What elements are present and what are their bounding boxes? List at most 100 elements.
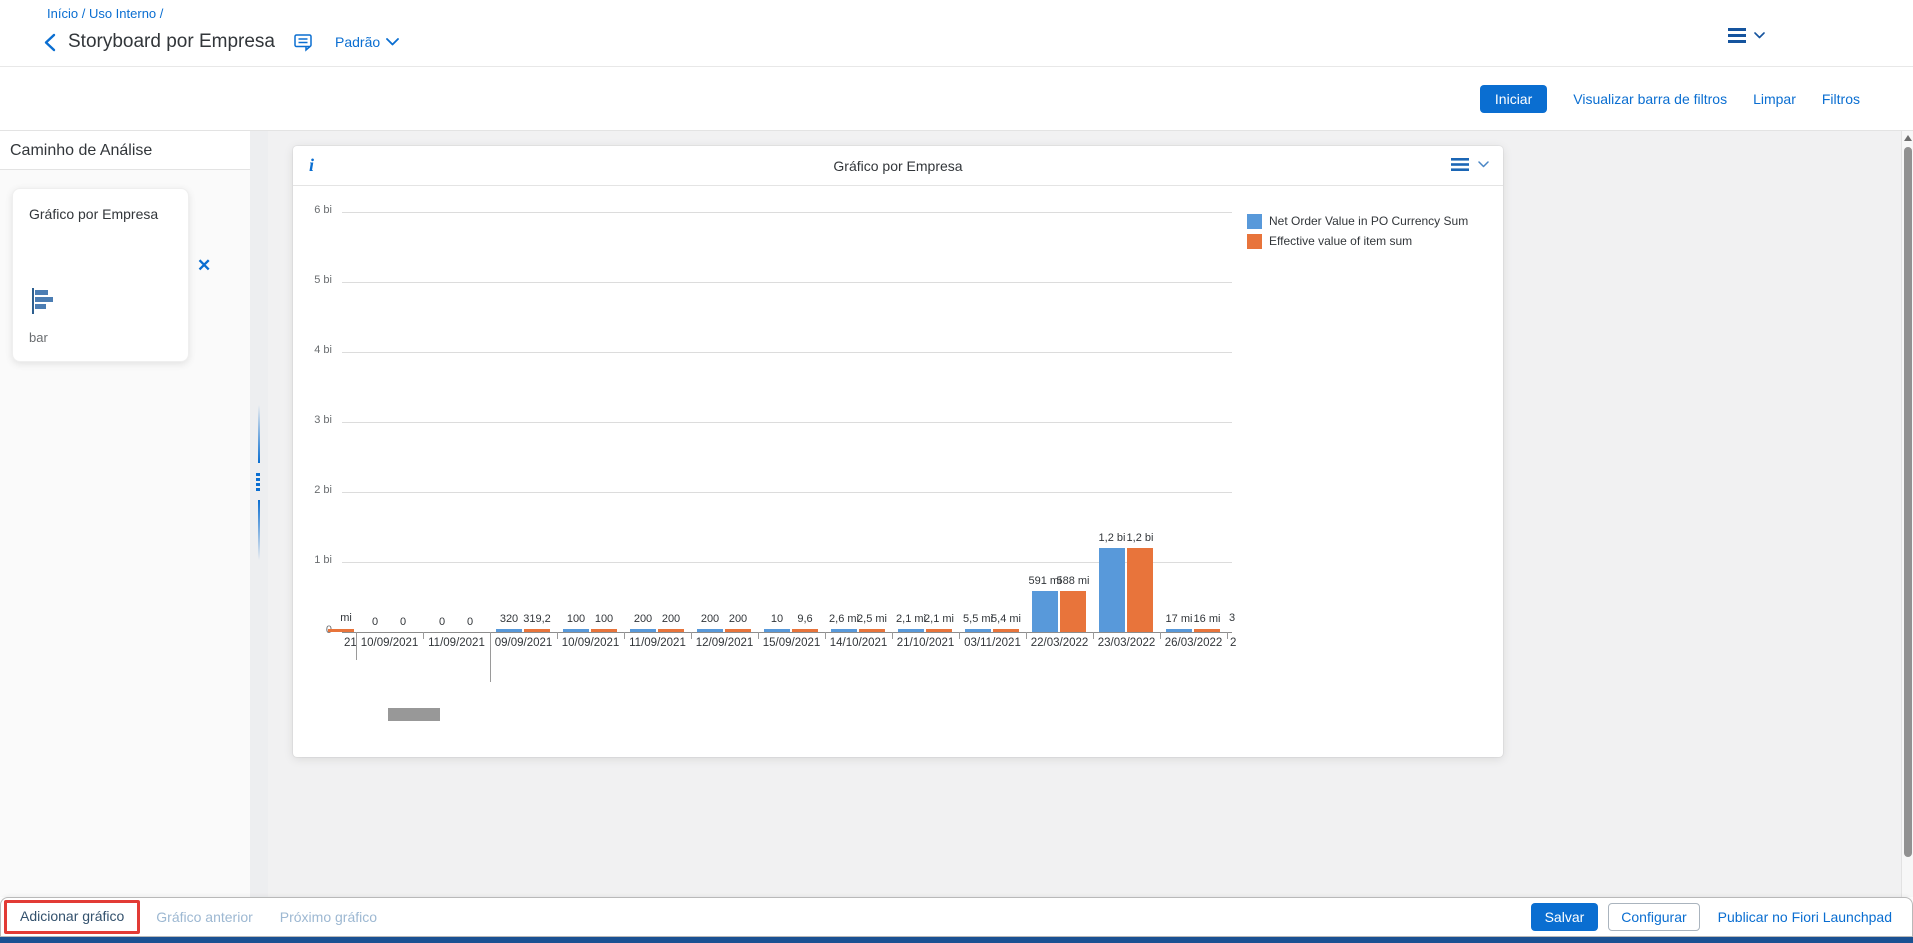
start-button[interactable]: Iniciar (1479, 84, 1548, 113)
gridline (342, 212, 1232, 213)
bar-value-label: mi (340, 612, 352, 624)
bar[interactable] (831, 628, 857, 632)
bar[interactable] (965, 628, 991, 632)
breadcrumb: Início / Uso Interno / (47, 6, 163, 21)
x-axis-tick-label: 12/09/2021 (695, 637, 754, 649)
bar-value-label: 3 (1228, 612, 1236, 624)
y-axis-tick-label: 4 bi (314, 344, 332, 356)
x-axis-tick (624, 632, 625, 639)
x-axis-tick-label: 11/09/2021 (629, 637, 686, 649)
bar[interactable] (898, 628, 924, 632)
sidebar-splitter[interactable] (250, 131, 268, 897)
show-filter-bar-link[interactable]: Visualizar barra de filtros (1573, 90, 1728, 107)
legend-item[interactable]: Effective value of item sum (1247, 234, 1468, 249)
category: 2,6 mi 2,5 mi 14/10/2021 (825, 212, 892, 650)
breadcrumb-link-section[interactable]: Uso Interno (88, 6, 157, 21)
bar[interactable] (993, 628, 1019, 632)
bar-value-label: 2,1 mi (896, 612, 926, 625)
bar[interactable] (1060, 590, 1086, 632)
chevron-left-icon (44, 33, 56, 51)
category-clipped-left: mi 21 (328, 212, 357, 649)
hamburger-icon (1451, 158, 1469, 171)
bar[interactable] (859, 628, 885, 632)
horizontal-scrollbar-thumb[interactable] (388, 708, 440, 721)
bar-value-label: 1,2 bi (1098, 532, 1126, 544)
y-axis-tick-label: 6 bi (314, 204, 332, 216)
y-axis-tick-label: 3 bi (314, 414, 332, 426)
bar-value-label: 200 (633, 612, 653, 625)
legend-item[interactable]: Net Order Value in PO Currency Sum (1247, 214, 1468, 229)
x-axis-tick (1026, 632, 1027, 639)
bar[interactable] (926, 628, 952, 632)
step-card-chart-type: bar (29, 330, 48, 345)
save-button[interactable]: Salvar (1530, 903, 1599, 931)
bar[interactable] (658, 628, 684, 632)
breadcrumb-separator-trailing: / (159, 6, 164, 21)
bar-value-label: 588 mi (1056, 574, 1090, 587)
bar-value-label: 0 (438, 616, 446, 628)
footer-right-group: Salvar Configurar Publicar no Fiori Laun… (1530, 898, 1892, 936)
bar[interactable] (792, 628, 818, 632)
x-axis-tick-label: 09/09/2021 (494, 637, 553, 649)
vertical-scrollbar-thumb[interactable] (1904, 147, 1912, 857)
previous-chart-button[interactable]: Gráfico anterior (156, 909, 253, 925)
clear-link[interactable]: Limpar (1753, 90, 1796, 107)
bar[interactable] (1166, 628, 1192, 632)
variant-selector[interactable]: Padrão (335, 34, 400, 50)
x-axis-tick-label: 21 (344, 637, 357, 649)
x-axis-line (342, 632, 1232, 633)
breadcrumb-link-home[interactable]: Início (47, 6, 79, 21)
category: 100 100 10/09/2021 (557, 212, 624, 650)
bar-value-label: 17 mi (1165, 612, 1193, 625)
x-axis-group-separator (490, 632, 491, 682)
bar[interactable] (563, 628, 589, 632)
remove-step-icon[interactable]: ✕ (197, 256, 212, 275)
footer-left-group: Adicionar gráfico Gráfico anterior Próxi… (1, 898, 377, 936)
publish-fiori-launchpad-link[interactable]: Publicar no Fiori Launchpad (1717, 909, 1892, 925)
bar[interactable] (1099, 548, 1125, 632)
global-menu-button[interactable] (1728, 28, 1765, 43)
bar[interactable] (1127, 548, 1153, 632)
chart-menu-button[interactable] (1451, 158, 1489, 171)
scrollbar-up-arrow-icon[interactable] (1904, 135, 1912, 141)
title-row: Storyboard por Empresa Padrão (44, 27, 400, 57)
gridline (342, 422, 1232, 423)
y-axis-tick-label: 1 bi (314, 554, 332, 566)
footer-toolbar: Adicionar gráfico Gráfico anterior Próxi… (0, 897, 1913, 937)
comment-icon[interactable] (293, 32, 313, 52)
breadcrumb-separator: / (81, 6, 86, 21)
back-button[interactable] (44, 33, 56, 52)
info-icon[interactable]: i (309, 155, 315, 175)
bar[interactable] (328, 628, 354, 632)
filters-link[interactable]: Filtros (1821, 90, 1860, 107)
bar[interactable] (591, 628, 617, 632)
bar[interactable] (697, 628, 723, 632)
step-card-title: Gráfico por Empresa (29, 206, 159, 222)
bar[interactable] (1194, 628, 1220, 632)
legend-label: Net Order Value in PO Currency Sum (1269, 214, 1469, 228)
x-axis-tick-label: 21/10/2021 (896, 637, 955, 649)
category: 591 mi 588 mi 22/03/2022 (1026, 212, 1093, 649)
category: 200 200 12/09/2021 (691, 212, 758, 650)
x-axis-tick (825, 632, 826, 639)
bar-value-label: 320 (499, 612, 519, 625)
bottom-accent-strip (0, 937, 1913, 943)
configure-button[interactable]: Configurar (1608, 903, 1700, 931)
bar[interactable] (630, 628, 656, 632)
bar[interactable] (496, 628, 522, 632)
bar[interactable] (725, 628, 751, 632)
bar[interactable] (764, 628, 790, 632)
next-chart-button[interactable]: Próximo gráfico (279, 909, 378, 925)
category: 0 0 11/09/2021 (423, 212, 490, 649)
bar[interactable] (1032, 590, 1058, 632)
add-chart-button[interactable]: Adicionar gráfico (20, 908, 125, 924)
vertical-scrollbar[interactable] (1901, 131, 1913, 897)
category: 17 mi 16 mi 26/03/2022 (1160, 212, 1227, 650)
bar[interactable] (524, 628, 550, 632)
x-axis-tick (892, 632, 893, 639)
bar-value-label: 10 (770, 612, 784, 625)
splitter-grip-icon[interactable] (256, 473, 260, 491)
analysis-step-card[interactable]: Gráfico por Empresa bar (12, 188, 189, 362)
